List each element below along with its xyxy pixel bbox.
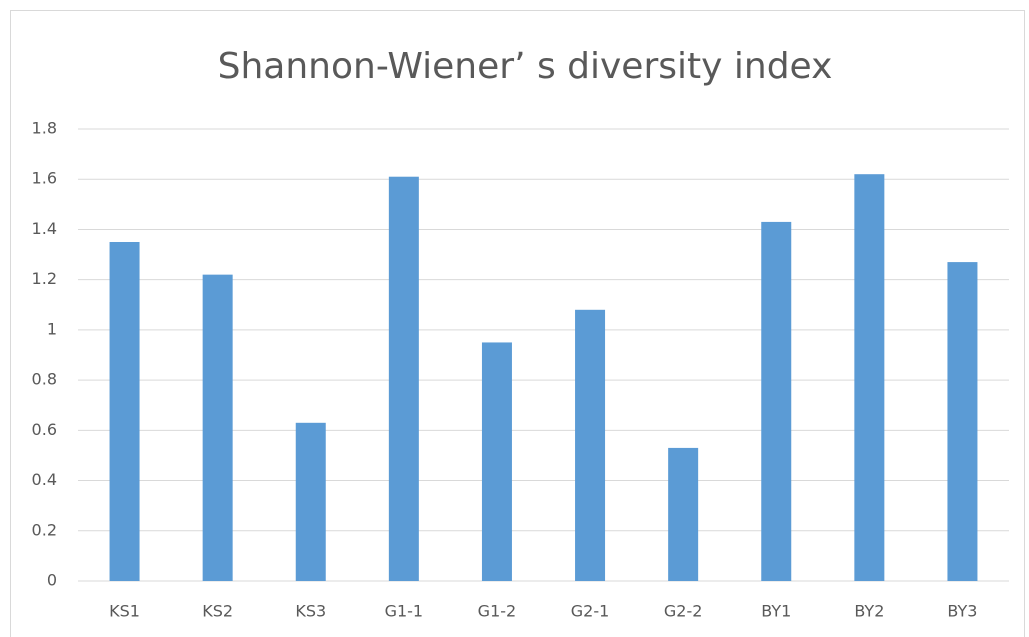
x-tick-label: BY2 (854, 602, 884, 621)
y-tick-label: 1.4 (32, 219, 57, 238)
bar (109, 242, 140, 581)
bar (295, 422, 326, 581)
x-tick-label: G1-1 (385, 602, 424, 621)
bar (575, 309, 606, 581)
bar (947, 262, 978, 581)
bar (481, 342, 512, 581)
y-tick-label: 0.6 (32, 420, 57, 439)
bar (202, 274, 233, 581)
bar (854, 174, 885, 581)
y-tick-label: 1.2 (32, 269, 57, 288)
y-tick-label: 0.4 (32, 470, 57, 489)
y-tick-label: 0 (47, 571, 57, 590)
x-tick-label: KS3 (295, 602, 326, 621)
x-tick-label: BY1 (761, 602, 791, 621)
bar (668, 447, 699, 581)
bar (761, 221, 792, 581)
y-tick-label: 1.6 (32, 169, 57, 188)
x-tick-label: BY3 (947, 602, 977, 621)
x-tick-label: G2-1 (571, 602, 610, 621)
y-tick-label: 0.2 (32, 520, 57, 539)
x-tick-label: KS2 (202, 602, 233, 621)
x-tick-label: KS1 (109, 602, 140, 621)
y-tick-label: 1.8 (32, 119, 57, 138)
x-tick-label: G1-2 (478, 602, 517, 621)
y-tick-label: 0.8 (32, 370, 57, 389)
bar (388, 176, 419, 581)
x-tick-label: G2-2 (664, 602, 703, 621)
chart-title: Shannon-Wiener’ s diversity index (218, 46, 833, 87)
y-tick-label: 1 (47, 319, 57, 338)
